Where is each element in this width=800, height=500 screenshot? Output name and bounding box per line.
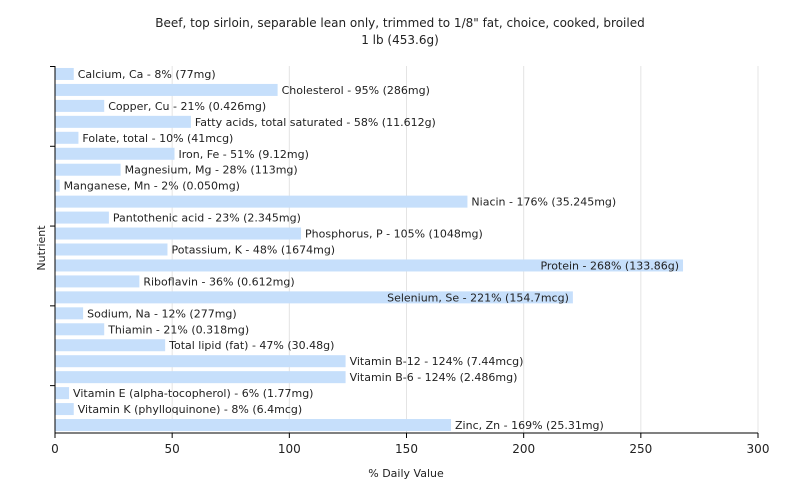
bar — [55, 387, 70, 400]
bar-label: Iron, Fe - 51% (9.12mg) — [179, 148, 309, 161]
x-tick-label: 300 — [747, 442, 770, 456]
bar — [55, 211, 109, 224]
bar-label: Zinc, Zn - 169% (25.31mg) — [455, 419, 604, 432]
bar-label: Phosphorus, P - 105% (1048mg) — [305, 228, 483, 241]
x-tick-label: 250 — [629, 442, 652, 456]
bar — [55, 99, 105, 112]
bar-label: Vitamin E (alpha-tocopherol) - 6% (1.77m… — [73, 387, 313, 400]
bar — [55, 243, 168, 256]
bar — [55, 147, 175, 160]
bar — [55, 163, 121, 176]
bar-label: Folate, total - 10% (41mcg) — [82, 132, 233, 145]
chart-title: Beef, top sirloin, separable lean only, … — [155, 16, 644, 30]
bar-label: Niacin - 176% (35.245mg) — [471, 196, 616, 209]
x-tick-label: 200 — [512, 442, 535, 456]
bar — [55, 259, 684, 272]
bar-label: Manganese, Mn - 2% (0.050mg) — [64, 180, 240, 193]
y-axis-title: Nutrient — [35, 225, 48, 271]
chart-subtitle: 1 lb (453.6g) — [361, 33, 439, 47]
bar — [55, 307, 84, 320]
axes: 0 50 100 150 200 250 300 — [50, 66, 769, 456]
bar-label: Fatty acids, total saturated - 58% (11.6… — [195, 116, 436, 129]
bar — [55, 115, 191, 128]
bar-label: Vitamin B-12 - 124% (7.44mcg) — [350, 355, 524, 368]
x-tick-label: 150 — [395, 442, 418, 456]
bar — [55, 355, 346, 368]
bar — [55, 419, 452, 432]
bar — [55, 179, 60, 192]
bar — [55, 67, 74, 80]
bar — [55, 323, 105, 336]
bar-label: Thiamin - 21% (0.318mg) — [107, 323, 249, 336]
bar-label: Vitamin K (phylloquinone) - 8% (6.4mcg) — [78, 403, 302, 416]
bar-label: Pantothenic acid - 23% (2.345mg) — [113, 212, 301, 225]
bar-label: Cholesterol - 95% (286mg) — [282, 84, 430, 97]
bar-label: Magnesium, Mg - 28% (113mg) — [125, 164, 298, 177]
x-tick-label: 100 — [278, 442, 301, 456]
bar-label: Vitamin B-6 - 124% (2.486mg) — [350, 371, 518, 384]
bar — [55, 275, 140, 288]
bar-label: Sodium, Na - 12% (277mg) — [87, 307, 237, 320]
bar-label: Riboflavin - 36% (0.612mg) — [143, 275, 294, 288]
bar — [55, 403, 74, 416]
x-axis-title: % Daily Value — [368, 467, 444, 480]
bar — [55, 195, 468, 208]
bar — [55, 83, 278, 96]
bar — [55, 291, 573, 304]
bar — [55, 371, 346, 384]
bar — [55, 227, 302, 240]
x-tick-label: 0 — [51, 442, 59, 456]
bar-label: Potassium, K - 48% (1674mg) — [171, 244, 335, 257]
x-tick-label: 50 — [165, 442, 180, 456]
bar-label: Protein - 268% (133.86g) — [540, 259, 679, 272]
bars: Calcium, Ca - 8% (77mg) Cholesterol - 95%… — [55, 67, 684, 432]
bar-label: Copper, Cu - 21% (0.426mg) — [108, 100, 266, 113]
bar — [55, 339, 166, 352]
bar-label: Total lipid (fat) - 47% (30.48g) — [168, 339, 334, 352]
bar-label: Selenium, Se - 221% (154.7mcg) — [387, 291, 569, 304]
bar — [55, 131, 79, 144]
bar-label: Calcium, Ca - 8% (77mg) — [78, 68, 216, 81]
